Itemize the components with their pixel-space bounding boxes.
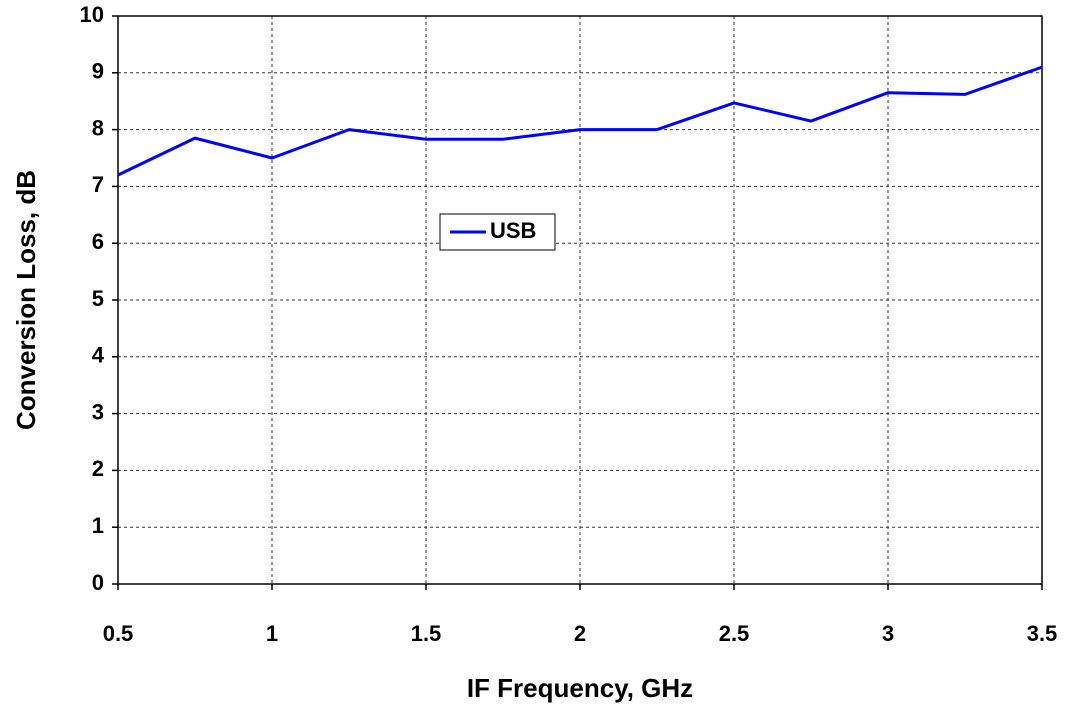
x-tick-label: 1 xyxy=(266,621,278,646)
x-axis-label: IF Frequency, GHz xyxy=(467,673,693,703)
y-tick-label: 2 xyxy=(92,456,104,481)
x-tick-label: 3 xyxy=(882,621,894,646)
legend-label: USB xyxy=(490,218,536,243)
y-tick-label: 10 xyxy=(80,2,104,27)
y-tick-label: 0 xyxy=(92,570,104,595)
data-line xyxy=(117,65,1043,177)
x-tick-label: 3.5 xyxy=(1027,621,1058,646)
y-tick-label: 5 xyxy=(92,286,104,311)
y-tick-label: 1 xyxy=(92,513,104,538)
plot-frame xyxy=(117,15,1043,585)
x-tick-label: 2.5 xyxy=(719,621,750,646)
y-tick-label: 6 xyxy=(92,229,104,254)
y-axis-label: Conversion Loss, dB xyxy=(11,170,41,430)
y-tick-label: 9 xyxy=(92,59,104,84)
y-tick-label: 4 xyxy=(92,343,105,368)
y-tick-label: 8 xyxy=(92,115,104,140)
y-tick-label: 7 xyxy=(92,172,104,197)
x-tick-label: 2 xyxy=(574,621,586,646)
x-tick-label: 1.5 xyxy=(411,621,442,646)
y-tick-label: 3 xyxy=(92,399,104,424)
x-tick-label: 0.5 xyxy=(103,621,134,646)
